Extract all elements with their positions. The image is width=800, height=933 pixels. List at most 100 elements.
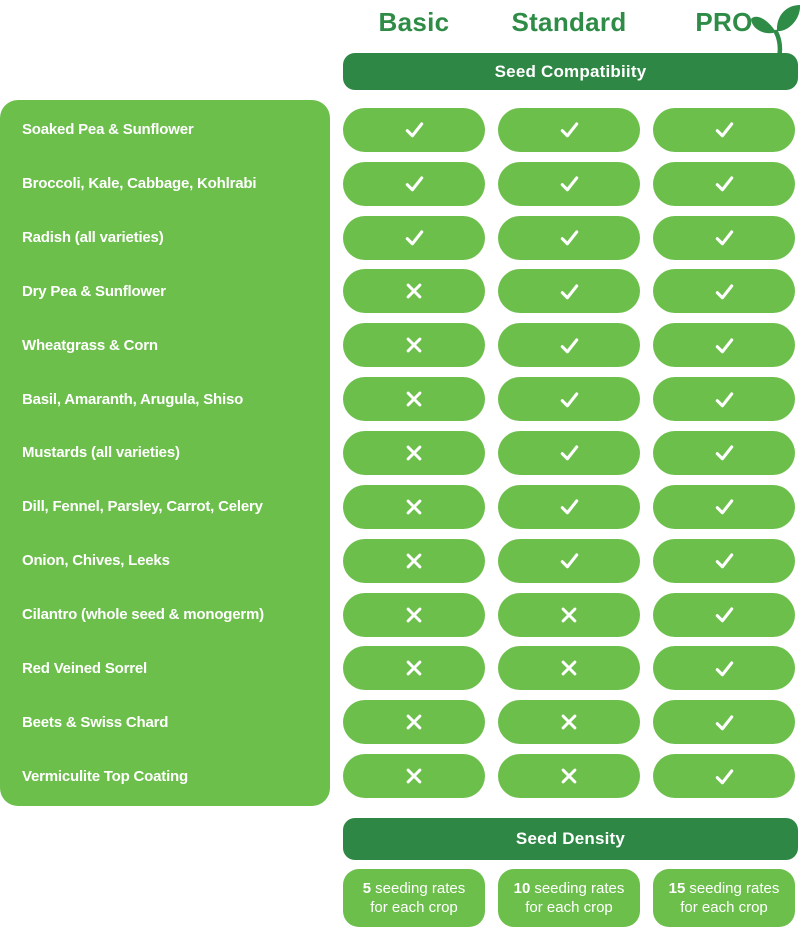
cross-icon xyxy=(559,605,579,625)
compatibility-cell xyxy=(498,646,640,691)
standard-column xyxy=(498,100,640,806)
check-icon xyxy=(402,171,427,196)
density-text: seeding rates xyxy=(689,880,780,897)
compatibility-cell xyxy=(343,323,485,368)
compatibility-cell xyxy=(498,754,640,799)
cross-icon xyxy=(404,605,424,625)
cross-icon xyxy=(559,712,579,732)
row-label: Broccoli, Kale, Cabbage, Kohlrabi xyxy=(22,175,257,193)
check-icon xyxy=(712,656,737,681)
compatibility-cell xyxy=(498,269,640,314)
check-icon xyxy=(402,225,427,250)
cross-icon xyxy=(404,443,424,463)
compatibility-cell xyxy=(653,377,795,422)
check-icon xyxy=(712,602,737,627)
check-icon xyxy=(557,333,582,358)
cross-icon xyxy=(404,281,424,301)
compatibility-cell xyxy=(498,215,640,260)
compatibility-cell xyxy=(343,646,485,691)
compatibility-cell xyxy=(498,538,640,583)
check-icon xyxy=(557,225,582,250)
cross-icon xyxy=(404,551,424,571)
density-cell-standard: 10 seeding rates for each crop xyxy=(498,869,640,927)
row-label: Wheatgrass & Corn xyxy=(22,336,158,354)
check-icon xyxy=(402,117,427,142)
row-label: Dry Pea & Sunflower xyxy=(22,282,166,300)
compatibility-cell xyxy=(343,377,485,422)
density-count: 15 xyxy=(668,880,686,897)
cross-icon xyxy=(559,658,579,678)
compatibility-cell xyxy=(343,161,485,206)
pro-column xyxy=(653,100,795,806)
compatibility-cell xyxy=(653,430,795,475)
check-icon xyxy=(712,548,737,573)
density-text: seeding rates xyxy=(534,880,625,897)
compatibility-cell xyxy=(498,592,640,637)
check-icon xyxy=(712,279,737,304)
compatibility-cell xyxy=(343,592,485,637)
compatibility-cell xyxy=(498,484,640,529)
check-icon xyxy=(712,225,737,250)
check-icon xyxy=(557,117,582,142)
compatibility-cell xyxy=(653,269,795,314)
basic-column xyxy=(343,100,485,806)
compatibility-cell xyxy=(343,107,485,152)
density-text: for each crop xyxy=(370,899,458,916)
cross-icon xyxy=(404,766,424,786)
compatibility-cell xyxy=(343,700,485,745)
column-header-pro: PRO xyxy=(695,7,753,37)
seed-density-title: Seed Density xyxy=(515,829,626,848)
check-icon xyxy=(557,279,582,304)
row-label: Dill, Fennel, Parsley, Carrot, Celery xyxy=(22,498,263,516)
check-icon xyxy=(712,387,737,412)
compatibility-cell xyxy=(343,754,485,799)
density-count: 5 xyxy=(362,880,372,897)
compatibility-cell xyxy=(498,377,640,422)
check-icon xyxy=(712,440,737,465)
compatibility-cell xyxy=(343,538,485,583)
cross-icon xyxy=(404,658,424,678)
check-icon xyxy=(557,548,582,573)
check-icon xyxy=(712,117,737,142)
density-rate-line: 10 seeding rates xyxy=(514,879,625,898)
compatibility-cell xyxy=(343,484,485,529)
row-label: Vermiculite Top Coating xyxy=(22,767,188,785)
compatibility-cell xyxy=(653,323,795,368)
seed-compatibility-title: Seed Compatibiity xyxy=(494,61,647,81)
density-rate-line: 15 seeding rates xyxy=(669,879,780,898)
seed-compatibility-header-bar: Seed Compatibiity xyxy=(343,53,798,90)
column-header-basic: Basic xyxy=(378,7,450,37)
density-text: seeding rates xyxy=(375,880,466,897)
row-label-panel: Soaked Pea & Sunflower Broccoli, Kale, Ca… xyxy=(0,100,330,806)
row-label: Cilantro (whole seed & monogerm) xyxy=(22,606,264,624)
compatibility-cell xyxy=(343,215,485,260)
cross-icon xyxy=(404,712,424,732)
compatibility-cell xyxy=(498,430,640,475)
seed-density-header-bar: Seed Density xyxy=(343,818,798,860)
row-label: Mustards (all varieties) xyxy=(22,444,180,462)
check-icon xyxy=(712,710,737,735)
compatibility-cell xyxy=(498,700,640,745)
compatibility-cell xyxy=(653,700,795,745)
density-cell-basic: 5 seeding rates for each crop xyxy=(343,869,485,927)
row-label: Red Veined Sorrel xyxy=(22,659,147,677)
cross-icon xyxy=(559,766,579,786)
compatibility-cell xyxy=(498,323,640,368)
compatibility-cell xyxy=(653,215,795,260)
compatibility-cell xyxy=(653,754,795,799)
compatibility-cell xyxy=(653,107,795,152)
check-icon xyxy=(557,387,582,412)
sprout-icon xyxy=(751,5,800,58)
density-rate-line: 5 seeding rates xyxy=(363,879,465,898)
density-text: for each crop xyxy=(525,899,613,916)
cross-icon xyxy=(404,335,424,355)
check-icon xyxy=(557,440,582,465)
row-label: Beets & Swiss Chard xyxy=(22,713,169,731)
compatibility-cell xyxy=(653,484,795,529)
row-label: Soaked Pea & Sunflower xyxy=(22,121,194,139)
row-label: Radish (all varieties) xyxy=(22,229,164,247)
density-count: 10 xyxy=(513,880,531,897)
compatibility-cell xyxy=(343,269,485,314)
check-icon xyxy=(557,494,582,519)
